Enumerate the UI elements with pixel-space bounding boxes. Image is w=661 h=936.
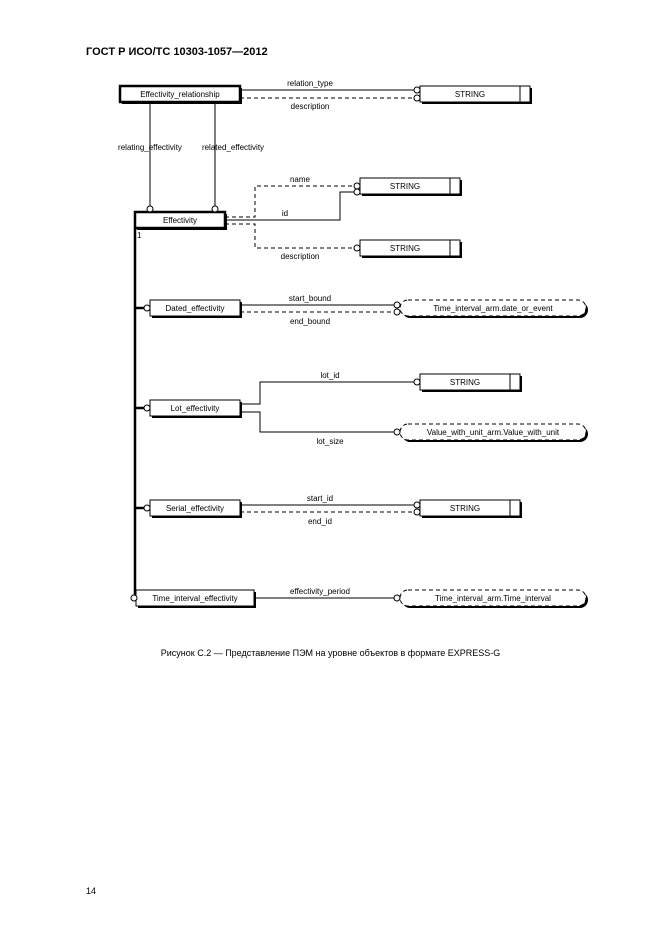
entity-dated-effectivity: Dated_effectivity: [150, 300, 242, 318]
edge-relating-effectivity: relating_effectivity: [118, 102, 182, 212]
entity-label: Time_interval_effectivity: [152, 594, 237, 603]
edge-label: lot_id: [320, 371, 339, 380]
edge-description-mid: description: [225, 224, 360, 261]
edge-label: end_bound: [290, 317, 330, 326]
diagram: Effectivity_relationship Effectivity 1 D…: [0, 0, 661, 936]
type-string-m2: STRING: [360, 240, 462, 258]
entity-label: Serial_effectivity: [166, 504, 224, 513]
entity-label: Dated_effectivity: [166, 304, 225, 313]
ref-value-with-unit: Value_with_unit_arm.Value_with_unit: [400, 424, 588, 442]
entity-label: Effectivity: [163, 216, 197, 225]
edge-lot-id: lot_id: [240, 371, 420, 404]
entity-effectivity-relationship: Effectivity_relationship: [120, 86, 242, 104]
edge-start-id: start_id: [240, 494, 420, 508]
entity-serial-effectivity: Serial_effectivity: [150, 500, 242, 518]
edge-relation-type: relation_type: [240, 79, 420, 93]
edge-start-bound: start_bound: [240, 294, 400, 308]
edge-label: relating_effectivity: [118, 143, 182, 152]
edge-label: effectivity_period: [290, 587, 350, 596]
entity-lot-effectivity: Lot_effectivity: [150, 400, 242, 418]
edge-lot-size: lot_size: [240, 412, 400, 446]
edge-effectivity-period: effectivity_period: [254, 587, 400, 601]
ref-label: Time_interval_arm.date_or_event: [433, 304, 553, 313]
type-label: STRING: [450, 378, 480, 387]
type-label: STRING: [450, 504, 480, 513]
edge-label: lot_size: [316, 437, 344, 446]
type-label: STRING: [390, 244, 420, 253]
edge-label: id: [282, 209, 288, 218]
edge-label: end_id: [308, 517, 332, 526]
page-number: 14: [86, 886, 96, 896]
ref-time-date-or-event: Time_interval_arm.date_or_event: [400, 300, 588, 318]
edge-label: relation_type: [287, 79, 333, 88]
edge-id: id: [225, 189, 360, 220]
page: ГОСТ Р ИСО/ТС 10303-1057—2012 Effectivit…: [0, 0, 661, 936]
entity-time-interval-effectivity: Time_interval_effectivity: [136, 590, 256, 608]
edge-label: related_effectivity: [202, 143, 264, 152]
edge-end-bound: end_bound: [240, 309, 400, 326]
subtype-tree: [131, 228, 150, 601]
type-string-m1: STRING: [360, 178, 462, 196]
entity-anno: 1: [137, 231, 142, 240]
ref-time-interval: Time_interval_arm.Time_interval: [400, 590, 588, 608]
type-string-ser: STRING: [420, 500, 522, 518]
edge-description-top: description: [240, 95, 420, 111]
figure-caption: Рисунок С.2 — Представление ПЭМ на уровн…: [0, 648, 661, 658]
entity-label: Effectivity_relationship: [140, 90, 220, 99]
edge-label: description: [291, 102, 330, 111]
edge-label: name: [290, 175, 311, 184]
entity-effectivity: Effectivity 1: [135, 212, 227, 240]
edge-label: start_bound: [289, 294, 331, 303]
type-label: STRING: [455, 90, 485, 99]
ref-label: Value_with_unit_arm.Value_with_unit: [427, 428, 560, 437]
edge-end-id: end_id: [240, 509, 420, 526]
edge-label: start_id: [307, 494, 333, 503]
ref-label: Time_interval_arm.Time_interval: [435, 594, 551, 603]
type-string-top: STRING: [420, 86, 532, 104]
edge-label: description: [281, 252, 320, 261]
entity-label: Lot_effectivity: [171, 404, 220, 413]
type-label: STRING: [390, 182, 420, 191]
type-string-lot: STRING: [420, 374, 522, 392]
